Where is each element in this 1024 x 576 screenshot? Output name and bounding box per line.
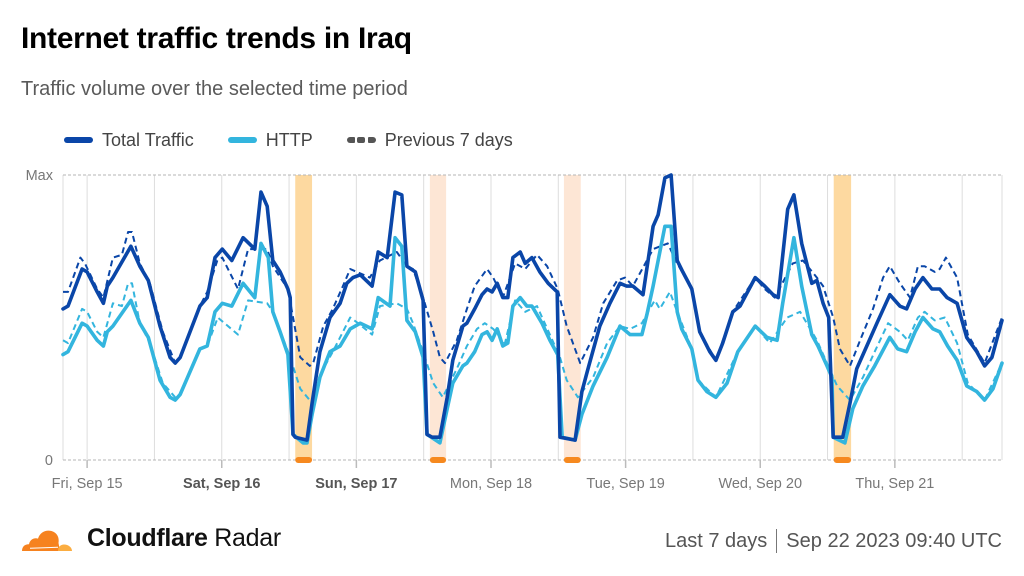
separator xyxy=(776,529,778,553)
legend-label: Total Traffic xyxy=(102,129,194,150)
x-tick-label: Sat, Sep 16 xyxy=(183,476,260,492)
anomaly-marker-layer xyxy=(295,457,852,463)
brand-regular: Radar xyxy=(214,524,281,552)
x-tick-label: Sun, Sep 17 xyxy=(315,476,397,492)
anomaly-band[interactable] xyxy=(429,175,447,460)
x-tick-label: Tue, Sep 19 xyxy=(586,476,664,492)
legend-swatch-total-icon xyxy=(64,137,93,143)
y-tick-label: 0 xyxy=(45,453,53,469)
series-layer xyxy=(61,173,1004,445)
anomaly-marker[interactable] xyxy=(833,457,852,463)
series-line-total[interactable] xyxy=(61,173,1004,442)
x-tick-label: Thu, Sep 21 xyxy=(855,476,934,492)
time-range-label: Last 7 days xyxy=(665,529,768,552)
cloudflare-radar-logo[interactable]: Cloudflare Radar xyxy=(21,524,281,553)
chart-title: Internet traffic trends in Iraq xyxy=(21,22,412,55)
chart-subtitle: Traffic volume over the selected time pe… xyxy=(21,78,408,100)
axis-label-layer: Fri, Sep 15 Sat, Sep 16 Sun, Sep 17 Mon, Se… xyxy=(26,168,935,492)
timestamp: Sep 22 2023 09:40 UTC xyxy=(786,529,1002,552)
legend-label: Previous 7 days xyxy=(384,129,513,150)
legend-label: HTTP xyxy=(265,129,313,150)
legend-swatch-dashed-icon xyxy=(346,137,376,143)
x-tick-label: Wed, Sep 20 xyxy=(718,476,802,492)
anomaly-marker[interactable] xyxy=(429,457,447,463)
legend-item-total-traffic[interactable]: Total Traffic xyxy=(64,130,194,151)
brand-bold: Cloudflare xyxy=(87,524,208,552)
grid-layer xyxy=(62,175,1003,460)
anomaly-band[interactable] xyxy=(563,175,581,460)
y-tick-label: Max xyxy=(26,168,54,184)
legend-item-previous-7-days[interactable]: Previous 7 days xyxy=(346,129,513,151)
x-tick-label: Fri, Sep 15 xyxy=(52,476,123,492)
anomaly-marker[interactable] xyxy=(295,457,313,463)
axes-layer xyxy=(63,174,1002,468)
footer-meta: Last 7 days Sep 22 2023 09:40 UTC xyxy=(665,529,1002,553)
legend-item-http[interactable]: HTTP xyxy=(227,129,313,151)
legend-swatch-http-icon xyxy=(227,137,257,143)
cloudflare-cloud-icon xyxy=(22,530,72,551)
anomaly-band-layer xyxy=(295,175,852,460)
brand-name: Cloudflare Radar xyxy=(87,524,281,553)
chart-legend: Total Traffic HTTP Previous 7 days xyxy=(64,128,547,152)
x-tick-label: Mon, Sep 18 xyxy=(450,476,532,492)
anomaly-marker[interactable] xyxy=(563,457,581,463)
anomaly-band[interactable] xyxy=(833,175,852,460)
